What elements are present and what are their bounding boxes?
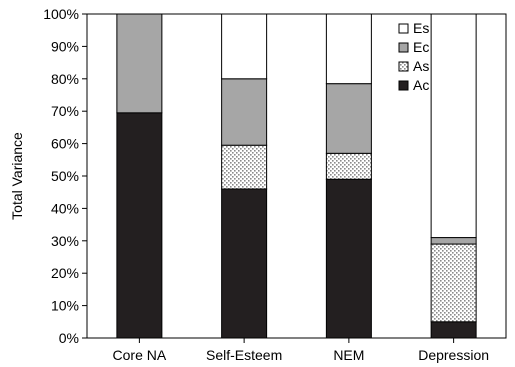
legend-label-es: Es [413,20,429,36]
y-tick-label: 70% [51,103,79,119]
y-tick-label: 10% [51,298,79,314]
legend-label-ec: Ec [413,39,429,55]
bar-segment-ac [430,321,477,339]
bar-segment-es [221,13,268,80]
bar-segment-ec [430,237,477,245]
bar-segment-as [430,243,477,323]
bar-segment-ec [116,13,163,114]
y-tick-label: 60% [51,136,79,152]
bar-segment-ec [325,83,372,154]
x-tick-label: NEM [333,347,364,363]
y-tick-label: 20% [51,265,79,281]
legend: Es Ec As Ac [398,20,429,93]
x-tick-label: Self-Esteem [206,347,282,363]
bar-segment-ac [221,188,268,339]
legend-swatch-ec [398,42,409,53]
legend-label-as: As [413,58,429,74]
legend-label-ac: Ac [413,77,429,93]
bar-segment-ac [116,112,163,339]
legend-swatch-es [398,23,409,34]
y-tick-label: 0% [59,330,79,346]
legend-swatch-as [398,61,409,72]
bar-segment-as [325,152,372,180]
y-tick-label: 30% [51,233,79,249]
bar-segment-ec [221,78,268,146]
plot-area [116,13,477,339]
y-tick-label: 90% [51,38,79,54]
bar-segment-es [430,13,477,239]
bar-segment-ac [325,178,372,339]
y-tick-label: 40% [51,200,79,216]
y-axis-title: Total Variance [9,132,25,220]
y-tick-label: 100% [43,6,79,22]
axes: 0% 10% 20% 30% 40% 50% 60% 70% 80% 90% 100% Core NA… [43,6,507,363]
bar-segment-as [221,144,268,190]
x-tick-label: Core NA [113,347,167,363]
y-tick-label: 80% [51,71,79,87]
y-tick-label: 50% [51,168,79,184]
bar-segment-es [325,13,372,85]
x-tick-label: Depression [418,347,489,363]
legend-swatch-ac [398,80,409,91]
